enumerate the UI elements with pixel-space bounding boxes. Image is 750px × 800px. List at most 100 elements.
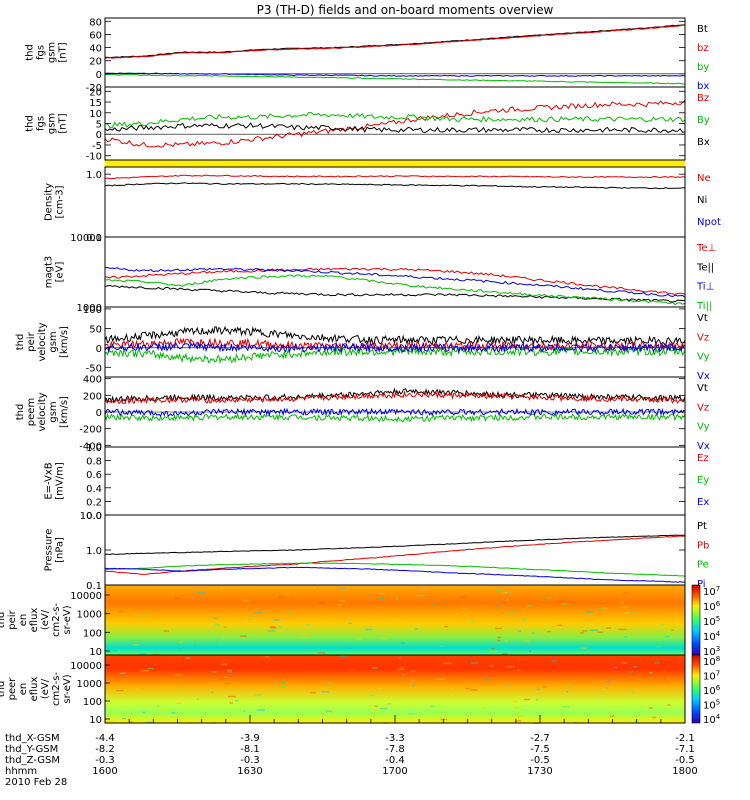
spectrogram-texture	[140, 669, 149, 672]
spectrogram-texture	[269, 625, 276, 628]
ylabel-line: magt3	[44, 256, 55, 289]
ylabel-line: peer	[7, 677, 18, 701]
ytick-label: 10000	[70, 661, 102, 672]
ytick-label: 1000	[77, 610, 102, 621]
ytick-label: 0.1	[86, 581, 102, 592]
spectrogram-texture	[471, 689, 479, 691]
panel-ylabel: thdpeemvelocitygsm[km/s]	[15, 392, 70, 431]
ytick-label: 5	[96, 120, 102, 131]
series-Te||	[105, 284, 685, 303]
spectrogram-texture	[607, 680, 611, 683]
spectrogram-texture	[235, 699, 239, 702]
ylabel-line: gsm	[48, 331, 59, 352]
colorbar-tick: 106	[703, 600, 721, 613]
ytick-label: 0	[96, 70, 102, 81]
xrow-value: -0.4	[385, 755, 405, 766]
spectrogram-texture	[585, 611, 594, 613]
series-Vt	[105, 325, 685, 347]
spectrogram-texture	[216, 637, 221, 639]
panel-density: Density[cm-3] 1.0 0.1 Ne Ni Npot	[44, 166, 721, 244]
ylabel-line: eflux	[29, 677, 40, 702]
spectrogram-texture	[248, 618, 253, 621]
series-Vx	[105, 407, 685, 417]
colorbar-tick: 107	[703, 585, 720, 598]
xrow-value: -7.5	[530, 744, 550, 755]
ytick-label: 0	[96, 344, 102, 355]
series-Bx	[105, 122, 685, 134]
ylabel-line: eflux	[29, 608, 40, 633]
ytick-label: 0.2	[86, 497, 102, 508]
spectrogram-texture	[501, 591, 508, 594]
xrow-label: hhmm	[5, 766, 37, 777]
ylabel-line: (eV/	[40, 678, 51, 699]
ytick-label: 20	[89, 57, 102, 68]
spectrogram-texture	[526, 604, 532, 607]
spectrogram-texture	[402, 674, 405, 676]
spectrogram-texture	[489, 650, 498, 652]
spectrogram-texture	[381, 637, 388, 640]
xrow-value: 1700	[382, 766, 407, 777]
spectrogram-texture	[551, 589, 555, 591]
spectrogram-texture	[634, 719, 638, 722]
spectrogram-texture	[132, 644, 140, 646]
ylabel-line: peir	[26, 331, 37, 351]
spectrogram-texture	[489, 665, 494, 667]
spectrogram-texture	[254, 612, 263, 614]
legend-Vt: Vt	[697, 313, 708, 324]
ylabel-line: thd	[25, 44, 36, 61]
ylabel-line: thd	[15, 404, 26, 421]
spectrogram-texture	[338, 587, 346, 589]
legend-By: By	[697, 115, 710, 126]
x-axis-annotation: thd_X-GSM -4.4 -3.9 -3.3 -2.7 -2.1 thd_Y-GSM -8…	[5, 715, 698, 788]
spectrogram-texture	[648, 671, 654, 674]
ylabel-line: (eV/	[40, 609, 51, 630]
spectrogram-texture	[339, 655, 348, 657]
legend-Vx: Vx	[697, 441, 710, 452]
spectrogram-texture	[285, 593, 289, 595]
spectrogram-texture	[602, 607, 609, 609]
spectrogram-texture	[317, 602, 326, 604]
spectrogram-texture	[597, 631, 604, 634]
colorbar	[691, 584, 701, 656]
xrow-label: thd_X-GSM	[5, 733, 60, 744]
spectrogram-texture	[512, 700, 519, 703]
legend-Pt: Pt	[697, 521, 707, 532]
spectrogram-texture	[211, 670, 217, 673]
ytick-label: 40	[89, 44, 102, 55]
spectrogram-texture	[648, 707, 653, 709]
ytick-label: 10000	[70, 233, 102, 244]
spectrogram-texture	[218, 643, 224, 646]
spectrogram-texture	[599, 608, 604, 610]
spectrogram-texture	[556, 600, 564, 603]
spectrogram-texture	[621, 606, 629, 609]
spectrogram-texture	[374, 705, 378, 708]
spectrogram-texture	[565, 690, 569, 693]
spectrogram-texture	[119, 672, 126, 675]
ylabel-line: sr-eV)	[62, 674, 73, 703]
spectrogram-texture	[470, 621, 475, 623]
spectrogram-texture	[305, 624, 310, 626]
legend-Bz: Bz	[697, 93, 709, 104]
ytick-label: -10	[86, 152, 102, 163]
spectrogram-texture	[141, 613, 148, 616]
panel-exb: E=-VxB[mV/m] 1.0 0.8 0.6 0.4 0.2 0.0 Ez Ey Ex	[44, 443, 710, 522]
spectrogram-texture	[400, 626, 406, 628]
ytick-label: -5	[92, 141, 102, 152]
panel-ylabel: magt3[eV]	[44, 256, 66, 289]
legend-Ez: Ez	[697, 453, 709, 464]
spectrogram-texture	[607, 629, 611, 631]
panel-pressure: Pressure[nPa] 10.0 1.0 0.1 Pt Pb Pe Pi	[44, 511, 710, 592]
spectrogram-texture	[495, 627, 502, 630]
ylabel-line: fgs	[36, 116, 47, 131]
spectrogram-texture	[175, 625, 181, 627]
colorbar-tick: 103	[703, 645, 720, 658]
ytick-label: 10000	[70, 591, 102, 602]
spectrogram-texture	[504, 640, 508, 642]
spectrogram-texture	[287, 611, 293, 613]
ylabel-line: cm2-s-	[51, 672, 62, 706]
spectrogram-texture	[178, 641, 183, 643]
series-Vx	[105, 341, 685, 354]
spectrogram-texture	[621, 662, 627, 664]
spectrogram-texture	[411, 670, 415, 673]
